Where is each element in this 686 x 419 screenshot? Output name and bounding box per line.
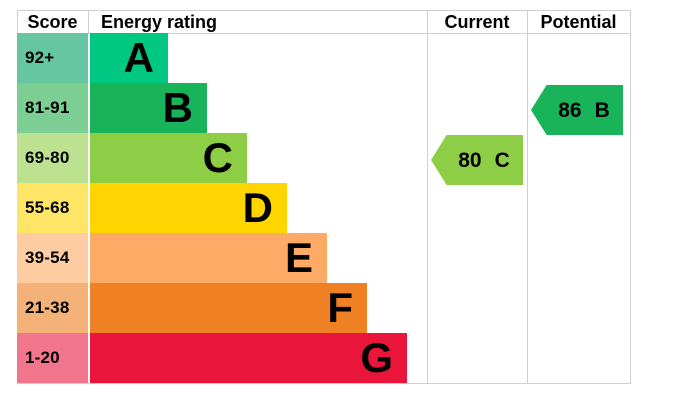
band-row-a: 92+ A: [17, 33, 631, 83]
band-row-f: 21-38 F: [17, 283, 631, 333]
band-row-c: 69-80 C: [17, 133, 631, 183]
band-letter: A: [123, 34, 154, 81]
band-row-e: 39-54 E: [17, 233, 631, 283]
band-row-g: 1-20 G: [17, 333, 631, 383]
potential-header: Potential: [540, 11, 617, 32]
current-rating-band: C: [494, 148, 510, 172]
band-bar: E: [90, 233, 327, 283]
epc-table: Score Energy rating Current Potential 92…: [17, 10, 631, 384]
current-rating-arrow: 80 C: [431, 135, 523, 185]
table-top-border: [17, 10, 631, 11]
score-cell: 81-91: [17, 83, 88, 133]
score-cell: 55-68: [17, 183, 88, 233]
band-row-b: 81-91 B: [17, 83, 631, 133]
band-bar: A: [90, 33, 168, 83]
potential-column-border: [527, 10, 528, 384]
band-letter: C: [202, 134, 233, 181]
score-cell: 1-20: [17, 333, 88, 383]
score-column-divider: [88, 10, 89, 33]
score-cell: 69-80: [17, 133, 88, 183]
band-letter: D: [242, 184, 273, 231]
table-bottom-border: [17, 383, 631, 384]
score-header: Score: [27, 11, 78, 32]
band-row-d: 55-68 D: [17, 183, 631, 233]
score-cell: 21-38: [17, 283, 88, 333]
band-letter: B: [162, 84, 193, 131]
band-letter: F: [327, 284, 353, 331]
current-rating-value: 80: [458, 148, 482, 172]
score-cell: 39-54: [17, 233, 88, 283]
potential-rating-value: 86: [558, 98, 582, 122]
current-column-border: [427, 10, 428, 384]
header-divider-line: [17, 33, 631, 34]
band-letter: E: [284, 234, 313, 281]
band-letter: G: [360, 334, 393, 381]
band-bar: D: [90, 183, 287, 233]
score-cell: 92+: [17, 33, 88, 83]
table-right-border: [630, 10, 631, 384]
band-bar: F: [90, 283, 367, 333]
potential-rating-arrow: 86 B: [531, 85, 623, 135]
potential-rating-band: B: [594, 98, 610, 122]
energy-rating-header: Energy rating: [101, 11, 218, 32]
band-bar: G: [90, 333, 407, 383]
band-bar: C: [90, 133, 247, 183]
current-header: Current: [444, 11, 510, 32]
band-bar: B: [90, 83, 207, 133]
